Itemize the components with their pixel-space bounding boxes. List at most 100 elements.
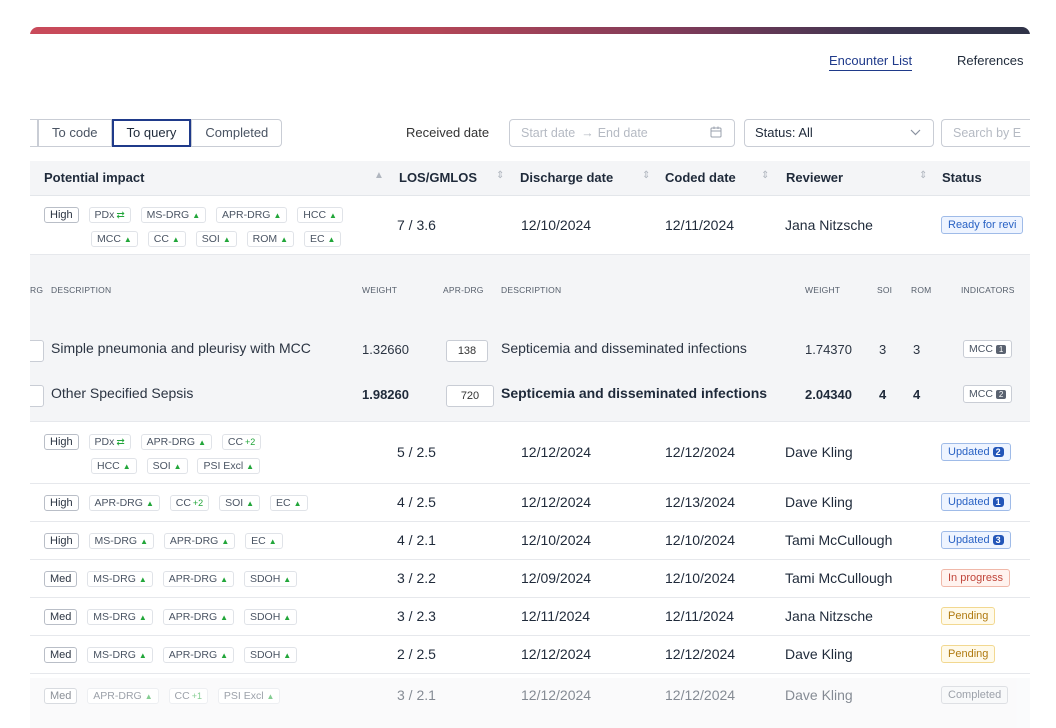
table-row[interactable]: Med MS-DRG ▲ APR-DRG ▲ SDOH ▲ 3 / 2.3 12/11… bbox=[30, 598, 1030, 636]
table-row[interactable]: High PDx ⇄ APR-DRG ▲ CC +2 HCC ▲ SOI ▲ PSI Ex… bbox=[30, 422, 1030, 484]
col-status[interactable]: Status bbox=[942, 170, 982, 185]
table-row[interactable]: High MS-DRG ▲ APR-DRG ▲ EC ▲ 4 / 2.1 12/10/… bbox=[30, 522, 1030, 560]
tag: HCC ▲ bbox=[297, 207, 343, 223]
col-discharge-date[interactable]: Discharge date bbox=[520, 170, 614, 185]
header-apr-drg: APR-DRG bbox=[443, 285, 484, 295]
impact-tags: Med APR-DRG ▲ CC +1 PSI Excl ▲ bbox=[44, 686, 286, 704]
col-potential-impact[interactable]: Potential impact bbox=[44, 170, 145, 185]
coded-date: 12/11/2024 bbox=[665, 217, 735, 233]
apr-drg-code: 138 bbox=[446, 340, 488, 362]
tag: CC ▲ bbox=[147, 231, 186, 247]
received-date-label: Received date bbox=[406, 125, 490, 140]
tag: MS-DRG ▲ bbox=[87, 609, 153, 625]
sort-icon[interactable]: ⇕ bbox=[919, 170, 928, 181]
indicator-badge: MCC 1 bbox=[963, 340, 1013, 358]
sort-icon[interactable]: ⇕ bbox=[642, 170, 651, 181]
tag: APR-DRG ▲ bbox=[162, 609, 235, 625]
tag: CC +1 bbox=[168, 688, 208, 704]
tag: MS-DRG ▲ bbox=[87, 571, 153, 587]
tag: SOI ▲ bbox=[219, 495, 261, 511]
status-filter-select[interactable]: Status: All bbox=[744, 119, 934, 147]
discharge-date: 12/10/2024 bbox=[521, 532, 592, 548]
apr-drg-weight: 1.74370 bbox=[805, 342, 852, 357]
los-value: 3 / 2.3 bbox=[397, 608, 436, 624]
los-value: 4 / 2.1 bbox=[397, 532, 436, 548]
tag: PSI Excl ▲ bbox=[217, 688, 281, 704]
status-badge: Updated 2 bbox=[941, 443, 1011, 461]
tag: MS-DRG ▲ bbox=[88, 533, 155, 549]
impact-tags: High MS-DRG ▲ APR-DRG ▲ EC ▲ bbox=[44, 531, 289, 549]
reviewer-name: Dave Kling bbox=[785, 687, 853, 703]
tag: APR-DRG ▲ bbox=[162, 571, 235, 587]
col-reviewer[interactable]: Reviewer bbox=[786, 170, 844, 185]
table-row[interactable]: Med MS-DRG ▲ APR-DRG ▲ SDOH ▲ 2 / 2.5 12/12… bbox=[30, 636, 1030, 674]
coded-date: 12/11/2024 bbox=[665, 608, 735, 624]
impact-level: Med bbox=[44, 647, 78, 663]
col-los-gmlos[interactable]: LOS/GMLOS bbox=[399, 170, 477, 185]
apr-drg-code: 720 bbox=[446, 385, 494, 407]
discharge-date: 12/12/2024 bbox=[521, 444, 592, 460]
tag: MS-DRG ▲ bbox=[87, 647, 153, 663]
header-description: DESCRIPTION bbox=[51, 285, 112, 295]
table-header: Potential impact ▲ LOS/GMLOS ⇕ Discharge… bbox=[30, 161, 1030, 196]
chevron-down-icon bbox=[910, 120, 921, 146]
table-row[interactable]: High APR-DRG ▲ CC +2 SOI ▲ EC ▲ 4 / 2.5 12/1… bbox=[30, 484, 1030, 522]
drg-weight: 1.98260 bbox=[362, 387, 409, 402]
end-date-placeholder[interactable]: End date bbox=[597, 126, 648, 140]
drg-detail-panel: RG DESCRIPTION WEIGHT APR-DRG DESCRIPTIO… bbox=[30, 255, 1030, 422]
reviewer-name: Tami McCullough bbox=[785, 532, 893, 548]
drg-code-box[interactable] bbox=[30, 340, 44, 362]
header-weight: WEIGHT bbox=[805, 285, 841, 295]
tag: PDx ⇄ bbox=[88, 207, 131, 223]
tab-hidden[interactable] bbox=[30, 119, 38, 147]
table-row[interactable]: Med APR-DRG ▲ CC +1 PSI Excl ▲ 3 / 2.1 12/1… bbox=[30, 678, 1030, 728]
tag: SDOH ▲ bbox=[243, 571, 298, 587]
calendar-icon[interactable] bbox=[710, 120, 722, 146]
coded-date: 12/12/2024 bbox=[665, 646, 736, 662]
tab-completed[interactable]: Completed bbox=[191, 119, 283, 147]
coded-date: 12/10/2024 bbox=[665, 570, 736, 586]
drg-code-box[interactable] bbox=[30, 385, 44, 407]
header-rg: RG bbox=[30, 285, 44, 295]
tag: APR-DRG ▲ bbox=[140, 434, 212, 450]
tag: HCC ▲ bbox=[91, 458, 137, 474]
tag: APR-DRG ▲ bbox=[88, 495, 160, 511]
nav-references[interactable]: References bbox=[957, 53, 1024, 68]
impact-tags: Med MS-DRG ▲ APR-DRG ▲ SDOH ▲ bbox=[44, 645, 303, 663]
discharge-date: 12/10/2024 bbox=[521, 217, 592, 233]
increase-count: +2 bbox=[245, 437, 256, 447]
tab-to-query[interactable]: To query bbox=[111, 119, 192, 147]
tag: APR-DRG ▲ bbox=[162, 647, 235, 663]
col-coded-date[interactable]: Coded date bbox=[665, 170, 736, 185]
impact-level: Med bbox=[44, 609, 78, 625]
start-date-placeholder[interactable]: Start date bbox=[521, 126, 576, 140]
apr-drg-description: Septicemia and disseminated infections bbox=[501, 340, 747, 356]
discharge-date: 12/12/2024 bbox=[521, 646, 592, 662]
status-badge: Updated 3 bbox=[941, 531, 1011, 549]
tag: SDOH ▲ bbox=[243, 647, 298, 663]
search-input[interactable]: Search by E bbox=[941, 119, 1030, 147]
table-row[interactable]: Med MS-DRG ▲ APR-DRG ▲ SDOH ▲ 3 / 2.2 12/09… bbox=[30, 560, 1030, 598]
impact-tags: Med MS-DRG ▲ APR-DRG ▲ SDOH ▲ bbox=[44, 569, 303, 587]
indicator-badge: MCC 2 bbox=[963, 385, 1013, 403]
nav-encounter-list[interactable]: Encounter List bbox=[829, 53, 913, 71]
tab-to-code[interactable]: To code bbox=[38, 119, 112, 147]
tag: CC +2 bbox=[221, 434, 262, 450]
sort-icon[interactable]: ▲ bbox=[374, 170, 384, 181]
impact-tags-line2: HCC ▲ SOI ▲ PSI Excl ▲ bbox=[91, 456, 266, 474]
tag: CC +2 bbox=[169, 495, 210, 511]
status-badge: Completed bbox=[941, 686, 1009, 704]
impact-level: High bbox=[44, 495, 79, 511]
soi-value: 3 bbox=[879, 342, 887, 357]
sort-icon[interactable]: ⇕ bbox=[496, 170, 505, 181]
coded-date: 12/12/2024 bbox=[665, 687, 736, 703]
increase-count: +2 bbox=[192, 498, 204, 508]
drg-description: Simple pneumonia and pleurisy with MCC bbox=[51, 340, 311, 356]
drg-description: Other Specified Sepsis bbox=[51, 385, 194, 401]
arrow-right-icon: → bbox=[581, 126, 594, 140]
coded-date: 12/12/2024 bbox=[665, 444, 736, 460]
impact-tags: Med MS-DRG ▲ APR-DRG ▲ SDOH ▲ bbox=[44, 607, 303, 625]
table-row[interactable]: High PDx ⇄ MS-DRG ▲ APR-DRG ▲ HCC ▲ MCC ▲ CC ▲… bbox=[30, 196, 1030, 255]
date-range-picker[interactable]: Start date → End date bbox=[509, 119, 735, 147]
sort-icon[interactable]: ⇕ bbox=[761, 170, 770, 181]
